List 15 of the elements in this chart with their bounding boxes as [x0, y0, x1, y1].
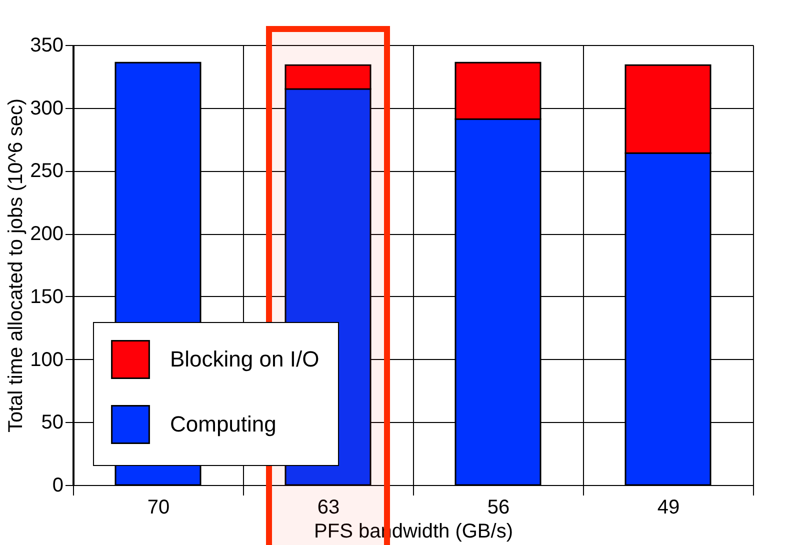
y-tick-label: 350 [30, 34, 64, 56]
y-tick-label: 150 [30, 286, 64, 308]
y-tick-label: 300 [30, 97, 64, 120]
x-tick-label: 63 [317, 496, 340, 518]
y-tick-label: 200 [30, 223, 64, 246]
legend-label: Blocking on I/O [170, 346, 320, 372]
y-tick-label: 50 [41, 412, 64, 434]
x-tick-label: 49 [657, 496, 680, 518]
x-tick-label: 70 [147, 496, 170, 518]
legend-label: Computing [170, 412, 276, 436]
y-tick-label: 100 [30, 348, 64, 371]
y-axis-title: Total time allocated to jobs (10^6 sec) [5, 98, 28, 432]
y-tick-label: 0 [52, 474, 64, 496]
x-tick-label: 56 [487, 496, 510, 518]
y-tick-label: 250 [30, 160, 64, 182]
